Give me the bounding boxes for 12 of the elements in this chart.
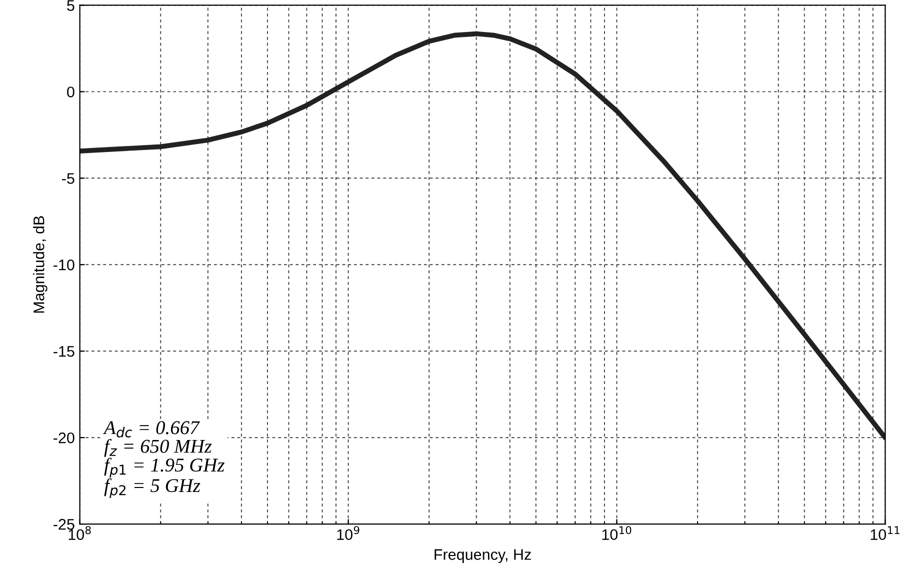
x-axis-title: Frequency, Hz — [434, 549, 531, 563]
x-tick-label: 10$^{11}$ — [870, 526, 900, 540]
y-tick-label: -15 — [54, 346, 74, 357]
y-tick-label: 5 — [67, 0, 74, 11]
y-axis-title: Magnitude, dB — [33, 216, 48, 313]
y-tick-label: -5 — [62, 173, 74, 184]
x-tick-label: 10$^{10}$ — [602, 526, 632, 540]
text: A$_{dc}$ = 0.667 f$_{z}$ = 650 MHz f$_{p1}$ = 1.95 GHz f$_{p2}$ = 5 GHz — [102, 421, 225, 498]
x-tick-label: 10$^{9}$ — [337, 526, 360, 540]
y-tick-label: -10 — [54, 260, 74, 270]
y-tick-label: -20 — [54, 432, 74, 444]
y-tick-label: 0 — [67, 86, 74, 98]
